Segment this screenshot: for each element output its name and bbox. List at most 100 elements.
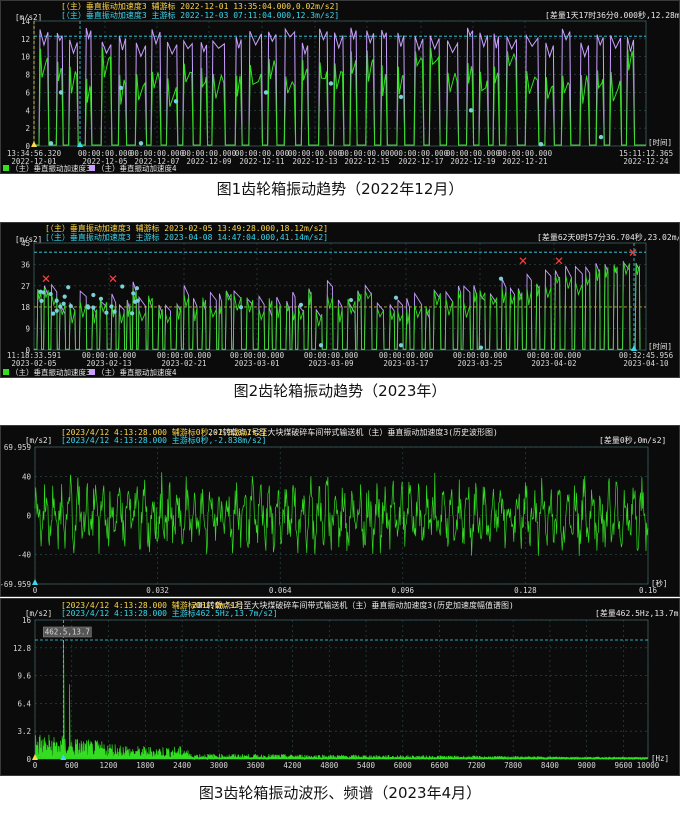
figure-3-caption: 图3齿轮箱振动波形、频谱（2023年4月） bbox=[198, 784, 482, 802]
waveform-line bbox=[34, 472, 649, 556]
alarm-marker bbox=[112, 309, 117, 314]
trend-chart-2022-panel: [（主）垂直振动加速度3 辅游标 2022-12-01 13:35:04.000… bbox=[0, 0, 680, 174]
y-tick-label: -40 bbox=[17, 551, 31, 560]
x-tick-label: 2023-03-25 bbox=[457, 359, 502, 368]
alarm-marker bbox=[393, 295, 399, 300]
alarm-marker bbox=[173, 99, 179, 104]
x-tick-label: 6000 bbox=[394, 761, 413, 770]
alarm-marker bbox=[263, 90, 269, 95]
peak-label-box bbox=[43, 626, 92, 638]
x-tick-label: 2023-04-10 bbox=[623, 359, 669, 368]
alarm-marker bbox=[66, 285, 71, 290]
alarm-marker bbox=[39, 298, 44, 304]
alarm-marker bbox=[468, 108, 474, 113]
alarm-marker bbox=[135, 298, 140, 303]
x-tick-label: 2022-12-24 bbox=[623, 157, 669, 166]
alarm-marker bbox=[298, 302, 304, 307]
x-tick-time: 13:34:56.320 bbox=[7, 149, 62, 158]
alarm-marker bbox=[498, 276, 504, 281]
series-line-vibration-4 bbox=[34, 260, 641, 350]
x-tick-time: 00:00:00.000 bbox=[182, 149, 237, 158]
x-tick-time: 00:00:00.000 bbox=[453, 351, 508, 360]
x-tick-label: 600 bbox=[65, 761, 79, 770]
cursor-delta-readout: [差量1天17时36分0.000秒,12.28m/s2] bbox=[545, 10, 679, 20]
legend-label-series-3: （主）垂直振动加速度3 bbox=[11, 367, 91, 377]
y-tick-label: 18 bbox=[21, 303, 31, 312]
x-tick-label: 2022-12-15 bbox=[344, 157, 389, 166]
alarm-marker bbox=[104, 310, 109, 315]
series-line-vibration-3 bbox=[34, 48, 646, 146]
main-cursor-handle bbox=[60, 754, 67, 760]
alarm-marker bbox=[62, 294, 67, 299]
alarm-cross-marker bbox=[42, 275, 50, 283]
alarm-marker bbox=[118, 85, 124, 91]
x-tick-time: 00:00:00.000 bbox=[78, 149, 133, 158]
x-tick-time: 00:00:00.000 bbox=[304, 351, 359, 360]
aux-cursor-readout: [2023/4/12 4:13:28.000 辅游标0秒,-2.838m/s2] bbox=[61, 427, 266, 437]
trend-chart-2023-panel: [（主）垂直振动加速度3 辅游标 2023-02-05 13:49:28.000… bbox=[0, 222, 680, 378]
alarm-marker bbox=[68, 303, 73, 309]
x-tick-time: 00:00:00.000 bbox=[527, 351, 582, 360]
chart-body: 0 3.2 6.4 9.6 12.8 16 0 600 1200 1800 2400 3000 3600… bbox=[13, 616, 660, 770]
y-tick-label: 9 bbox=[25, 325, 30, 334]
x-tick-label: 2022-12-13 bbox=[292, 157, 337, 166]
trend-chart-2023: [（主）垂直振动加速度3 辅游标 2023-02-05 13:49:28.000… bbox=[3, 223, 679, 377]
x-tick-label: 2023-02-21 bbox=[161, 359, 206, 368]
x-tick-time: 00:00:00.000 bbox=[130, 149, 185, 158]
legend-swatch-series-3 bbox=[3, 369, 9, 375]
alarm-marker bbox=[138, 141, 144, 146]
aux-cursor-handle bbox=[32, 754, 38, 760]
x-tick-label: 0.096 bbox=[392, 586, 415, 595]
y-tick-label: 0 bbox=[26, 512, 31, 521]
waveform-title: 201转载点1号至大块煤破碎车间带式输送机（主）垂直振动加速度3(历史波形图) bbox=[208, 427, 498, 437]
y-tick-label: 2 bbox=[25, 124, 30, 133]
y-tick-label: 6.4 bbox=[17, 699, 31, 708]
x-tick-label: 2023-03-01 bbox=[234, 359, 279, 368]
main-cursor-readout: [2023/4/12 4:13:28.000 主游标462.5Hz,13.7m/… bbox=[61, 608, 278, 618]
alarm-marker bbox=[58, 90, 64, 95]
x-tick-label: 2023-02-13 bbox=[86, 359, 131, 368]
x-tick-time: 00:00:00.000 bbox=[82, 351, 137, 360]
aux-cursor-readout: [2023/4/12 4:13:28.000 辅游标0Hz,0m/s2] bbox=[61, 600, 244, 610]
x-tick-time: 00:00:00.000 bbox=[235, 149, 290, 158]
x-tick-label: 2023-04-02 bbox=[531, 359, 576, 368]
x-tick-label: 2022-12-05 bbox=[82, 157, 127, 166]
alarm-marker bbox=[98, 296, 104, 301]
x-tick-label: 2022-12-07 bbox=[134, 157, 179, 166]
x-tick-label: 2023-03-09 bbox=[308, 359, 353, 368]
x-tick-label: 2022-12-09 bbox=[186, 157, 231, 166]
x-tick-time: 15:11:12.365 bbox=[619, 149, 673, 158]
y-tick-label: 69.959 bbox=[4, 443, 31, 452]
alarm-marker bbox=[58, 304, 63, 309]
x-tick-label: 1200 bbox=[100, 761, 119, 770]
x-tick-label: 2022-12-21 bbox=[502, 157, 547, 166]
x-tick-label: 0.128 bbox=[514, 586, 537, 595]
x-tick-label: 3600 bbox=[247, 761, 266, 770]
y-tick-label: 3.2 bbox=[17, 727, 31, 736]
x-tick-time: 00:00:00.000 bbox=[157, 351, 212, 360]
alarm-cross-marker bbox=[629, 249, 637, 256]
alarm-marker bbox=[238, 305, 244, 310]
alarm-cross-marker bbox=[109, 275, 117, 283]
y-tick-label: -69.959 bbox=[1, 580, 31, 589]
x-unit-label: [Hz] bbox=[651, 754, 669, 763]
main-cursor-readout: [2023/4/12 4:13:28.000 主游标0秒,-2.838m/s2] bbox=[61, 435, 266, 445]
main-cursor-handle bbox=[631, 345, 637, 351]
y-unit-label: [m/s2] bbox=[15, 235, 42, 244]
waveform-chart: 201转载点1号至大块煤破碎车间带式输送机（主）垂直振动加速度3(历史波形图) … bbox=[1, 427, 668, 595]
x-tick-label: 9600 bbox=[614, 761, 633, 770]
alarm-marker bbox=[38, 289, 43, 294]
x-tick-label: 9000 bbox=[578, 761, 597, 770]
x-tick-time: 00:00:00.000 bbox=[498, 149, 553, 158]
x-tick-label: 1800 bbox=[136, 761, 155, 770]
x-tick-time: 00:00:00.000 bbox=[340, 149, 395, 158]
legend-swatch-series-3 bbox=[3, 165, 9, 171]
y-tick-label: 12.8 bbox=[13, 644, 32, 653]
y-unit-label: [m/s2] bbox=[25, 436, 52, 445]
x-tick-label: 2022-12-01 bbox=[11, 157, 56, 166]
y-tick-label: 9.6 bbox=[17, 672, 31, 681]
series-line-vibration-3 bbox=[34, 260, 641, 350]
alarm-cross-marker bbox=[555, 257, 563, 265]
